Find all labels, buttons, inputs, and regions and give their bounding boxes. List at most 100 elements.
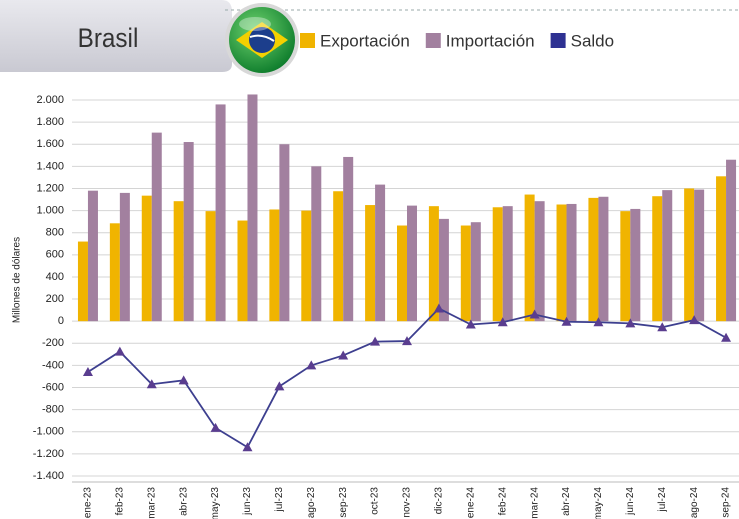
bar (598, 196, 609, 322)
bar (438, 218, 449, 322)
x-tick-label: ago-24 (689, 487, 700, 519)
bar (492, 207, 503, 322)
bar (215, 104, 226, 322)
x-tick-label: ago-23 (306, 487, 317, 519)
x-tick-label: mar-23 (146, 487, 157, 519)
x-tick-label: nov-23 (402, 487, 413, 518)
y-tick-label: -400 (42, 359, 64, 371)
x-tick-label: sep-23 (338, 487, 349, 518)
saldo-marker (242, 442, 253, 452)
x-tick-label: may-24 (593, 487, 604, 519)
bar (502, 206, 513, 322)
x-tick-label: feb-23 (114, 487, 125, 516)
legend-swatch (425, 33, 441, 48)
y-tick-label: 1.200 (36, 182, 64, 194)
bar (428, 206, 439, 322)
saldo-marker (433, 303, 444, 313)
bar (77, 241, 88, 322)
saldo-marker (465, 319, 476, 329)
bar (343, 156, 354, 322)
saldo-marker (689, 315, 700, 325)
x-tick-label: sep-24 (721, 487, 732, 518)
y-tick-label: 1.400 (36, 160, 64, 172)
bar (375, 184, 386, 322)
bar (470, 222, 481, 322)
saldo-marker (210, 422, 221, 432)
y-tick-label: 1.800 (36, 116, 64, 128)
y-tick-label: -800 (42, 404, 64, 416)
bar (109, 223, 120, 322)
legend-label: Saldo (571, 31, 614, 50)
bar (694, 189, 705, 322)
bar (566, 203, 577, 322)
bar (205, 211, 216, 322)
x-tick-label: may-23 (210, 487, 221, 519)
bar (141, 195, 152, 322)
x-tick-label: jun-24 (625, 487, 636, 516)
bar (311, 166, 322, 322)
saldo-marker (657, 322, 668, 332)
y-tick-label: 1.000 (36, 204, 64, 216)
y-axis-label: Millones de dólares (12, 237, 23, 323)
y-tick-label: 200 (46, 293, 64, 305)
bar (620, 211, 631, 322)
bar (684, 188, 695, 322)
bar (269, 209, 280, 322)
bar (333, 191, 344, 322)
x-tick-label: ene-23 (83, 487, 94, 519)
bar (524, 194, 535, 322)
saldo-marker (370, 336, 381, 346)
bar (652, 196, 663, 322)
bar (151, 132, 162, 322)
bar (716, 176, 727, 322)
bar (237, 220, 248, 322)
y-tick-label: 2.000 (36, 94, 64, 106)
x-tick-label: abr-24 (561, 487, 572, 516)
x-tick-label: mar-24 (529, 487, 540, 519)
saldo-marker (561, 316, 572, 326)
y-tick-label: 800 (46, 227, 64, 239)
legend-label: Exportación (320, 31, 410, 50)
x-tick-label: dic-23 (434, 487, 445, 515)
y-tick-label: -600 (42, 381, 64, 393)
x-tick-label: jul-24 (657, 487, 668, 513)
bar (407, 205, 417, 322)
saldo-marker (178, 375, 189, 385)
x-tick-label: oct-23 (370, 487, 381, 515)
bar (460, 225, 471, 322)
y-tick-label: -1.200 (33, 448, 64, 460)
bar (279, 144, 290, 322)
x-tick-label: feb-24 (497, 487, 508, 516)
bar (534, 201, 545, 322)
bar (87, 190, 98, 322)
y-tick-label: 0 (58, 315, 64, 327)
chart-title: Brasil (78, 24, 139, 53)
x-tick-label: jun-23 (242, 487, 253, 516)
saldo-marker (721, 332, 732, 342)
legend-swatch (550, 33, 566, 48)
bar (397, 225, 407, 322)
y-tick-label: 1.600 (36, 138, 64, 150)
saldo-marker (338, 350, 349, 360)
bar (173, 201, 184, 322)
saldo-marker (114, 346, 125, 356)
saldo-marker (625, 318, 636, 328)
y-tick-label: 600 (46, 249, 64, 261)
bar (726, 159, 737, 322)
bar (183, 142, 194, 322)
legend-label: Importación (446, 31, 535, 50)
bar (556, 204, 567, 322)
saldo-marker (306, 360, 317, 370)
y-tick-label: -1.000 (33, 426, 64, 438)
y-tick-label: 400 (46, 271, 64, 283)
saldo-marker (593, 317, 604, 327)
bar (365, 205, 376, 322)
bar (588, 197, 599, 322)
x-tick-label: abr-23 (178, 487, 189, 516)
saldo-marker (82, 367, 93, 377)
bar (247, 94, 258, 322)
y-tick-label: -1.400 (33, 470, 64, 482)
saldo-marker (402, 336, 412, 346)
